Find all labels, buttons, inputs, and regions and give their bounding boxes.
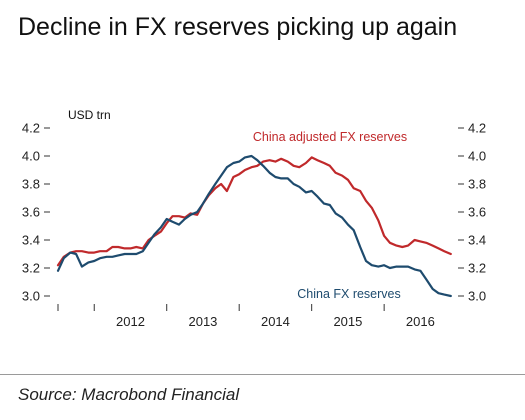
series-line-0: [56, 156, 452, 267]
y-tick-label-left: 3.0: [22, 289, 40, 304]
y-tick-label-left: 3.8: [22, 177, 40, 192]
y-tick-label-left: 3.6: [22, 205, 40, 220]
series-labels: China adjusted FX reserves China FX reser…: [253, 130, 407, 301]
x-tick-label: 2013: [188, 314, 217, 329]
source-divider: [0, 374, 525, 375]
y-axis-right: 3.0 3.2 3.4 3.6 3.8 4.0 4.2: [458, 121, 486, 304]
y-axis-left: 3.0 3.2 3.4 3.6 3.8 4.0 4.2: [22, 121, 50, 304]
y-tick-label-right: 3.8: [468, 177, 486, 192]
x-tick-label: 2012: [116, 314, 145, 329]
y-tick-label-left: 3.2: [22, 261, 40, 276]
source-note: Source: Macrobond Financial: [18, 385, 240, 404]
y-tick-label-right: 4.2: [468, 121, 486, 136]
series-label-0: China adjusted FX reserves: [253, 130, 407, 144]
x-axis: 2012 2013 2014 2015 2016: [57, 304, 435, 329]
y-tick-label-right: 3.6: [468, 205, 486, 220]
chart-title: Decline in FX reserves picking up again: [18, 13, 458, 41]
series-line-1: [56, 154, 452, 298]
series-label-1: China FX reserves: [297, 287, 401, 301]
y-tick-label-right: 3.2: [468, 261, 486, 276]
y-tick-label-right: 3.4: [468, 233, 486, 248]
y-axis-unit-label: USD trn: [68, 108, 111, 122]
x-tick-label: 2014: [261, 314, 290, 329]
line-chart: 3.0 3.2 3.4 3.6 3.8 4.0 4.2 3.0 3.2 3.4 3.6 3.8 4.0…: [22, 108, 486, 329]
y-tick-label-right: 4.0: [468, 149, 486, 164]
y-tick-label-right: 3.0: [468, 289, 486, 304]
y-tick-label-left: 3.4: [22, 233, 40, 248]
series-lines: [56, 154, 452, 298]
x-tick-label: 2015: [333, 314, 362, 329]
y-tick-label-left: 4.2: [22, 121, 40, 136]
x-tick-label: 2016: [406, 314, 435, 329]
y-tick-label-left: 4.0: [22, 149, 40, 164]
